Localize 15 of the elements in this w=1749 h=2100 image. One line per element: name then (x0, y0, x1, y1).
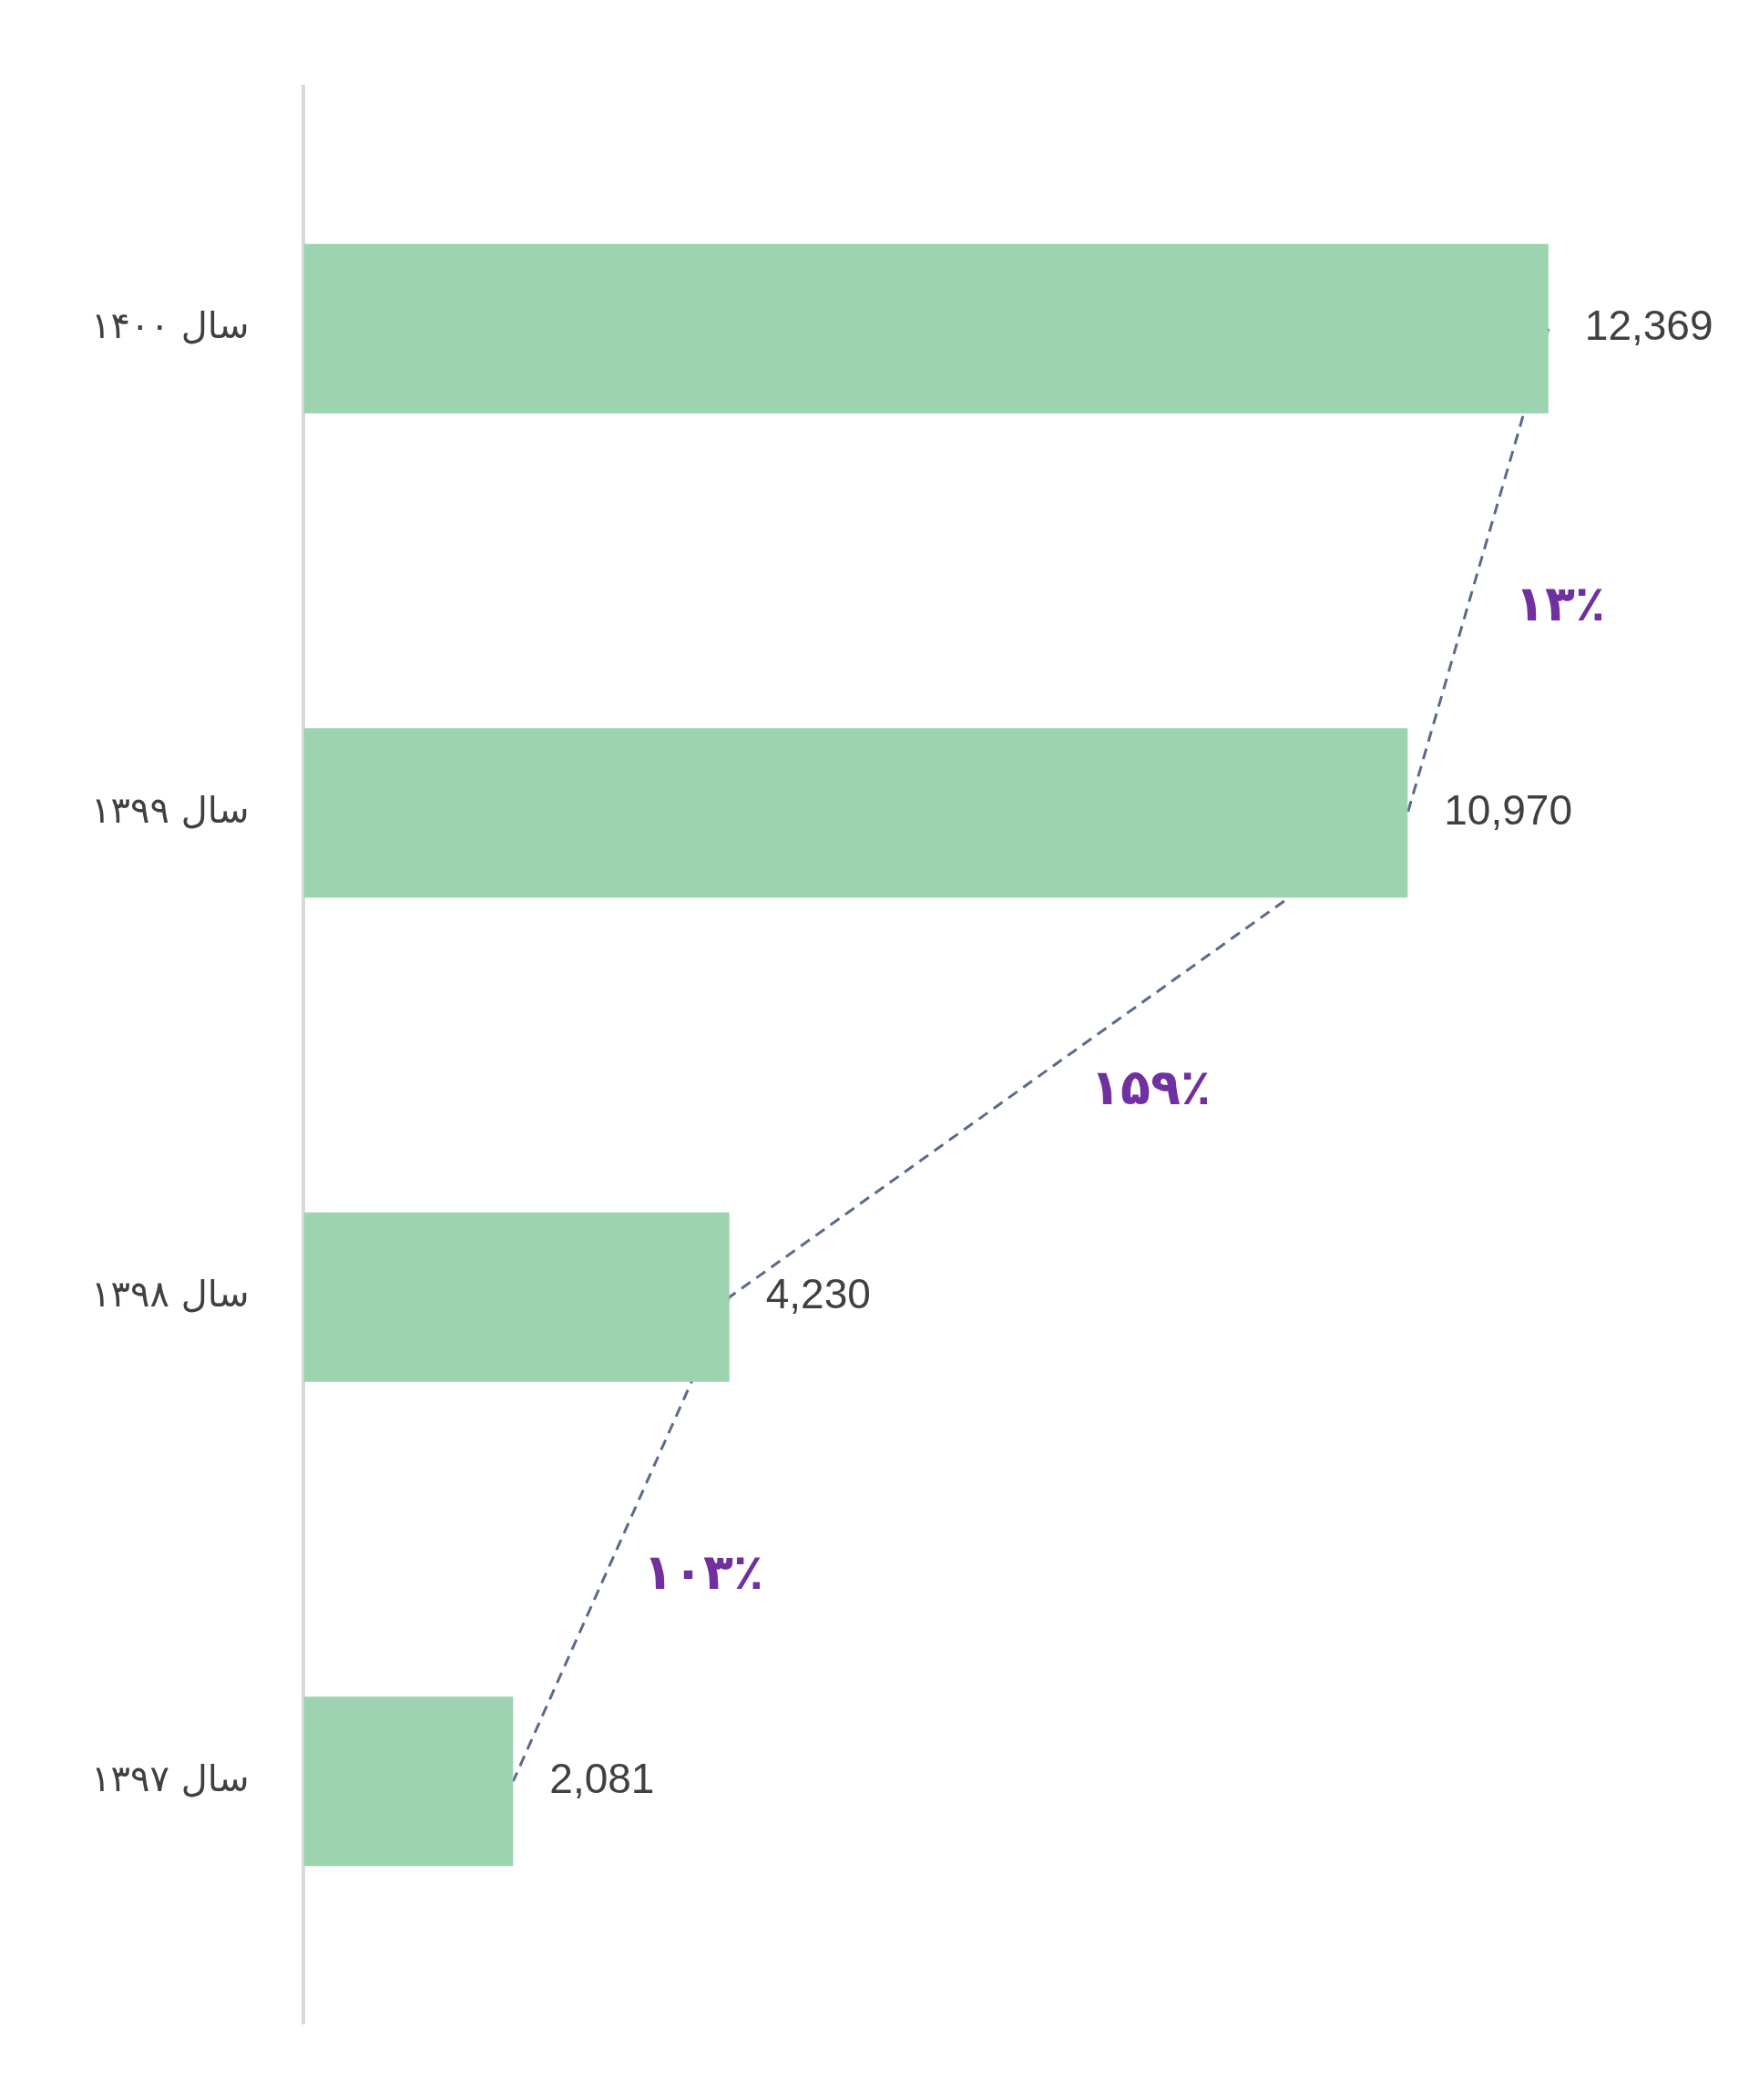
data-label: 12,369 (1584, 302, 1713, 350)
annotation: ۱۰۳٪ (643, 1542, 763, 1601)
bar (303, 728, 1408, 898)
bar (303, 1212, 730, 1382)
bar (303, 1696, 514, 1867)
bar (303, 243, 1549, 414)
y-tick-label: سال ۱۳۹۹ (91, 788, 250, 831)
y-tick-label: سال ۱۴۰۰ (91, 304, 250, 347)
y-tick-label: سال ۱۳۹۸ (91, 1273, 250, 1316)
data-label: 4,230 (765, 1270, 871, 1318)
data-label: 10,970 (1444, 785, 1572, 834)
data-label: 2,081 (549, 1754, 655, 1802)
annotation: ۱۳٪ (1515, 574, 1605, 632)
y-tick-label: سال ۱۳۹۷ (91, 1757, 250, 1799)
annotation: ۱۵۹٪ (1090, 1059, 1211, 1117)
